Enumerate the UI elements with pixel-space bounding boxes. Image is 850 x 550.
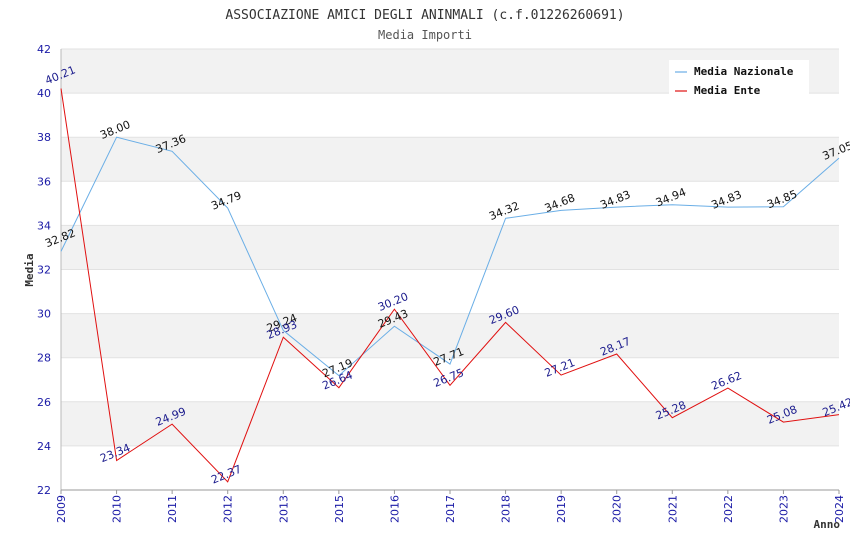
y-tick-label: 26	[37, 396, 51, 409]
legend-background	[669, 60, 809, 96]
y-tick-label: 40	[37, 87, 51, 100]
grid-band	[61, 93, 839, 138]
y-tick-label: 22	[37, 484, 51, 497]
y-tick-label: 32	[37, 264, 51, 277]
x-tick-label: 2021	[666, 495, 679, 523]
y-tick-label: 24	[37, 440, 51, 453]
x-tick-label: 2012	[222, 495, 235, 523]
grid-band	[61, 137, 839, 182]
y-tick-label: 42	[37, 43, 51, 56]
legend-label-nazionale: Media Nazionale	[694, 65, 794, 78]
legend: Media Nazionale Media Ente	[669, 60, 809, 97]
grid-band	[61, 225, 839, 270]
grid-band	[61, 445, 839, 490]
grid-bands	[61, 49, 839, 490]
y-tick-label: 28	[37, 352, 51, 365]
grid-band	[61, 313, 839, 358]
x-tick-label: 2022	[722, 495, 735, 523]
x-tick-label: 2016	[388, 495, 401, 523]
x-tick-label: 2019	[555, 495, 568, 523]
grid-band	[61, 357, 839, 402]
grid-band	[61, 269, 839, 314]
x-tick-label: 2009	[55, 495, 68, 523]
y-axis-ticks: 22 24 26 28 30 32 34 36 38 40 42	[37, 43, 51, 497]
grid-band	[61, 401, 839, 446]
y-tick-label: 38	[37, 131, 51, 144]
x-tick-label: 2023	[777, 495, 790, 523]
x-tick-label: 2011	[166, 495, 179, 523]
chart-title: ASSOCIAZIONE AMICI DEGLI ANINMALI (c.f.0…	[225, 8, 624, 23]
y-tick-label: 36	[37, 175, 51, 188]
series-line-nazionale	[60, 136, 840, 377]
x-axis-ticks: 2009 2010 2011 2012 2013 2015 2016 2017 2018 2019…	[55, 490, 846, 523]
x-tick-label: 2020	[611, 495, 624, 523]
series-lines	[60, 88, 840, 483]
y-tick-label: 30	[37, 308, 51, 321]
y-axis-label: Media	[23, 253, 36, 286]
chart-subtitle: Media Importi	[378, 28, 472, 42]
x-tick-label: 2015	[333, 495, 346, 523]
x-tick-label: 2013	[277, 495, 290, 523]
x-tick-label: 2024	[833, 495, 846, 523]
y-tick-label: 34	[37, 219, 51, 232]
x-tick-label: 2010	[111, 495, 124, 523]
x-tick-label: 2018	[500, 495, 513, 523]
series-line-ente	[60, 88, 840, 483]
x-axis-label: Anno	[814, 518, 841, 531]
legend-label-ente: Media Ente	[694, 84, 761, 97]
x-tick-label: 2017	[444, 495, 457, 523]
grid-band	[61, 181, 839, 226]
